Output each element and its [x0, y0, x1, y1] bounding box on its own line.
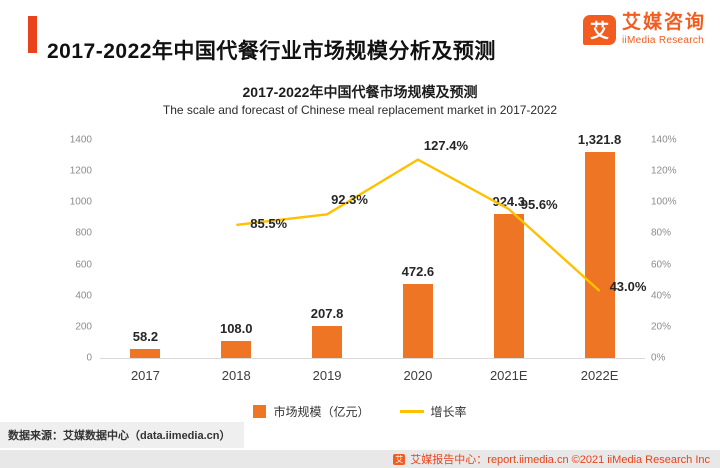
legend-swatch-bar [253, 405, 267, 418]
y-axis-left-tick: 1000 [69, 196, 92, 208]
bar-2017 [130, 348, 161, 358]
x-axis-label: 2020 [403, 368, 433, 383]
footer-bar: 艾 艾媒报告中心：report.iimedia.cn ©2021 iiMedia… [0, 450, 720, 468]
bar-2019 [312, 325, 343, 358]
line-point-label: 85.5% [250, 215, 288, 231]
legend-swatch-line [399, 410, 424, 413]
line-point-label: 95.6% [520, 197, 558, 213]
bar-value-label: 58.2 [132, 328, 159, 344]
y-axis-left-tick: 200 [75, 321, 92, 333]
line-point-label: 43.0% [609, 279, 647, 295]
x-axis-label: 2017 [130, 368, 160, 383]
y-axis-right-tick: 20% [651, 321, 672, 333]
brand-logo-icon: 艾 [582, 14, 616, 45]
y-axis-right-tick: 60% [651, 259, 672, 271]
brand-name-cn: 艾媒咨询 [621, 12, 706, 33]
x-axis-label: 2019 [312, 368, 342, 383]
y-axis-left-tick: 0 [86, 352, 92, 364]
legend-label: 市场规模（亿元） [273, 405, 370, 419]
bar-value-label: 1,321.8 [577, 132, 622, 148]
y-axis-left-tick: 600 [75, 259, 92, 271]
y-axis-left-tick: 400 [75, 290, 92, 302]
bar-2021E [493, 214, 524, 358]
line-point-label: 92.3% [331, 192, 368, 208]
source-note: 数据来源：艾媒数据中心（data.iimedia.cn） [0, 422, 245, 448]
x-axis-label: 2018 [221, 368, 251, 383]
brand-logo-text: 艾媒咨询 iiMedia Research [621, 12, 706, 47]
brand-name-en: iiMedia Research [621, 35, 705, 46]
growth-line-chart [236, 158, 601, 292]
page-title: 2017-2022年中国代餐行业市场规模分析及预测 [47, 40, 496, 64]
growth-line [236, 158, 601, 292]
footer-text: 艾媒报告中心：report.iimedia.cn ©2021 iiMedia R… [410, 454, 710, 466]
bar-value-label: 207.8 [310, 305, 344, 321]
y-axis-left-tick: 1200 [69, 165, 92, 177]
x-axis-label: 2022E [580, 368, 619, 383]
y-axis-left-tick: 1400 [69, 134, 92, 146]
chart-legend: 市场规模（亿元） 增长率 [0, 403, 720, 420]
title-accent-bar [28, 16, 37, 53]
y-axis-right-tick: 80% [651, 227, 672, 239]
footer-logo-icon: 艾 [393, 453, 406, 465]
y-axis-right-tick: 140% [651, 134, 677, 146]
plot-area: 58.2 108.0 207.8 472.6 924.3 1,321.8 85.5% 92.3… [100, 132, 647, 359]
chart-title: 2017-2022年中国代餐市场规模及预测 [242, 84, 478, 100]
y-axis-right-tick: 120% [651, 165, 677, 177]
x-axis-label: 2021E [489, 368, 528, 383]
bar-2022E [584, 152, 615, 358]
chart-subtitle: The scale and forecast of Chinese meal r… [162, 103, 558, 117]
line-point-label: 127.4% [423, 137, 468, 153]
bar-value-label: 108.0 [219, 321, 253, 337]
bar-value-label: 472.6 [401, 264, 435, 280]
brand-logo: 艾 艾媒咨询 iiMedia Research [582, 12, 706, 47]
y-axis-right-tick: 40% [651, 290, 672, 302]
y-axis-left-tick: 800 [75, 227, 92, 239]
y-axis-right-tick: 0% [651, 352, 666, 364]
legend-label: 增长率 [430, 405, 467, 419]
y-axis-right-tick: 100% [651, 196, 677, 208]
bar-2018 [221, 341, 252, 358]
legend-item: 市场规模（亿元） [253, 403, 370, 420]
bar-2020 [402, 284, 433, 358]
legend-item: 增长率 [399, 403, 467, 420]
